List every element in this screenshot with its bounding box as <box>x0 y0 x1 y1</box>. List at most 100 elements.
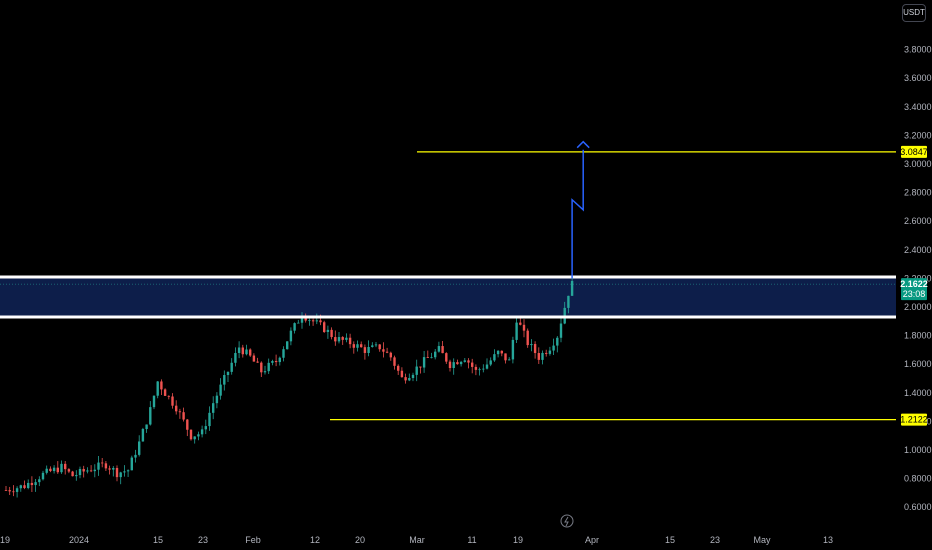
candle <box>167 395 170 400</box>
candle <box>219 378 222 400</box>
candle <box>215 392 219 409</box>
candle <box>445 352 448 364</box>
x-tick-label: 23 <box>198 535 208 545</box>
candle <box>422 351 426 373</box>
candle <box>411 372 415 382</box>
candle <box>530 339 533 352</box>
candle <box>64 460 67 475</box>
y-tick-label: 0.6000 <box>904 502 932 512</box>
candle <box>367 340 370 357</box>
candle <box>567 295 570 314</box>
candle <box>252 353 256 362</box>
candle <box>371 342 374 348</box>
candle <box>537 347 540 364</box>
candle <box>552 338 555 356</box>
candle <box>400 367 404 378</box>
candle <box>241 344 244 358</box>
candle <box>104 461 108 471</box>
candle <box>8 486 11 495</box>
price-axis[interactable]: 3.8000 3.6000 3.4000 3.2000 3.0000 2.8000 2.60… <box>904 45 932 513</box>
x-tick-label: 19 <box>0 535 10 545</box>
candle <box>234 347 237 367</box>
candle <box>249 348 252 357</box>
candle <box>208 406 211 431</box>
candle <box>149 401 152 426</box>
candle <box>152 395 156 410</box>
y-tick-label: 2.6000 <box>904 216 932 226</box>
y-tick-label: 3.0000 <box>904 159 932 169</box>
candle <box>471 358 474 374</box>
candle <box>204 419 207 435</box>
candle <box>56 461 59 474</box>
candle <box>459 360 463 367</box>
candle <box>456 359 459 365</box>
candle <box>256 357 259 363</box>
candle <box>267 358 270 374</box>
candle <box>334 330 337 346</box>
x-tick-label: 11 <box>467 535 476 545</box>
candle <box>60 460 63 474</box>
candle <box>71 470 74 477</box>
arrow-head-icon <box>576 140 590 149</box>
candle <box>556 336 559 353</box>
x-tick-label: 23 <box>710 535 720 545</box>
candle <box>541 350 544 365</box>
candle <box>326 325 330 339</box>
x-tick-label: 13 <box>823 535 833 545</box>
candles <box>4 276 574 498</box>
candle <box>160 379 163 396</box>
y-tick-label: 0.8000 <box>904 474 932 484</box>
candle <box>112 466 115 477</box>
candle <box>15 486 19 498</box>
candle <box>526 328 529 348</box>
candle <box>493 349 496 362</box>
candle <box>123 465 126 477</box>
candle <box>545 349 548 357</box>
candle <box>511 336 515 364</box>
tradingview-logo-icon[interactable] <box>560 514 574 528</box>
candle <box>300 312 304 329</box>
y-tick-label: 1.0000 <box>904 445 932 455</box>
price-tag: 1.2122 <box>900 413 928 426</box>
y-tick-label: 1.4000 <box>904 388 932 398</box>
candle <box>419 366 422 374</box>
candle <box>360 341 363 348</box>
candle <box>323 320 326 333</box>
candle <box>82 465 85 478</box>
candle <box>45 465 48 475</box>
candle <box>27 479 30 490</box>
candle <box>297 319 300 324</box>
candle <box>337 331 341 344</box>
candle <box>330 327 333 340</box>
candle <box>482 364 485 373</box>
zone-rect[interactable] <box>0 276 896 318</box>
candle <box>356 340 359 352</box>
candle <box>178 408 182 419</box>
supply-zone <box>0 276 896 318</box>
y-tick-label: 3.4000 <box>904 102 932 112</box>
candle <box>500 350 503 357</box>
projection-line[interactable] <box>571 149 584 279</box>
candle <box>463 358 466 363</box>
candle <box>489 357 492 367</box>
x-tick-label: Mar <box>409 535 425 545</box>
candle <box>93 464 96 478</box>
candle <box>156 381 159 399</box>
candle <box>504 353 507 364</box>
projection-arrow[interactable] <box>571 140 590 279</box>
y-tick-label: 3.2000 <box>904 130 932 140</box>
time-axis[interactable]: 19 2024 15 23 Feb 12 20 Mar 11 19 Apr 15 23 May 13 <box>0 535 833 545</box>
candle <box>230 358 233 375</box>
horizontal-lines[interactable] <box>0 151 896 421</box>
candle <box>308 318 311 326</box>
candle <box>108 465 111 475</box>
candle <box>385 347 389 354</box>
candle <box>452 358 455 375</box>
candle <box>134 449 137 463</box>
currency-button[interactable]: USDT <box>902 4 926 22</box>
candle <box>515 316 518 343</box>
candle <box>441 340 444 354</box>
candle <box>274 354 278 367</box>
